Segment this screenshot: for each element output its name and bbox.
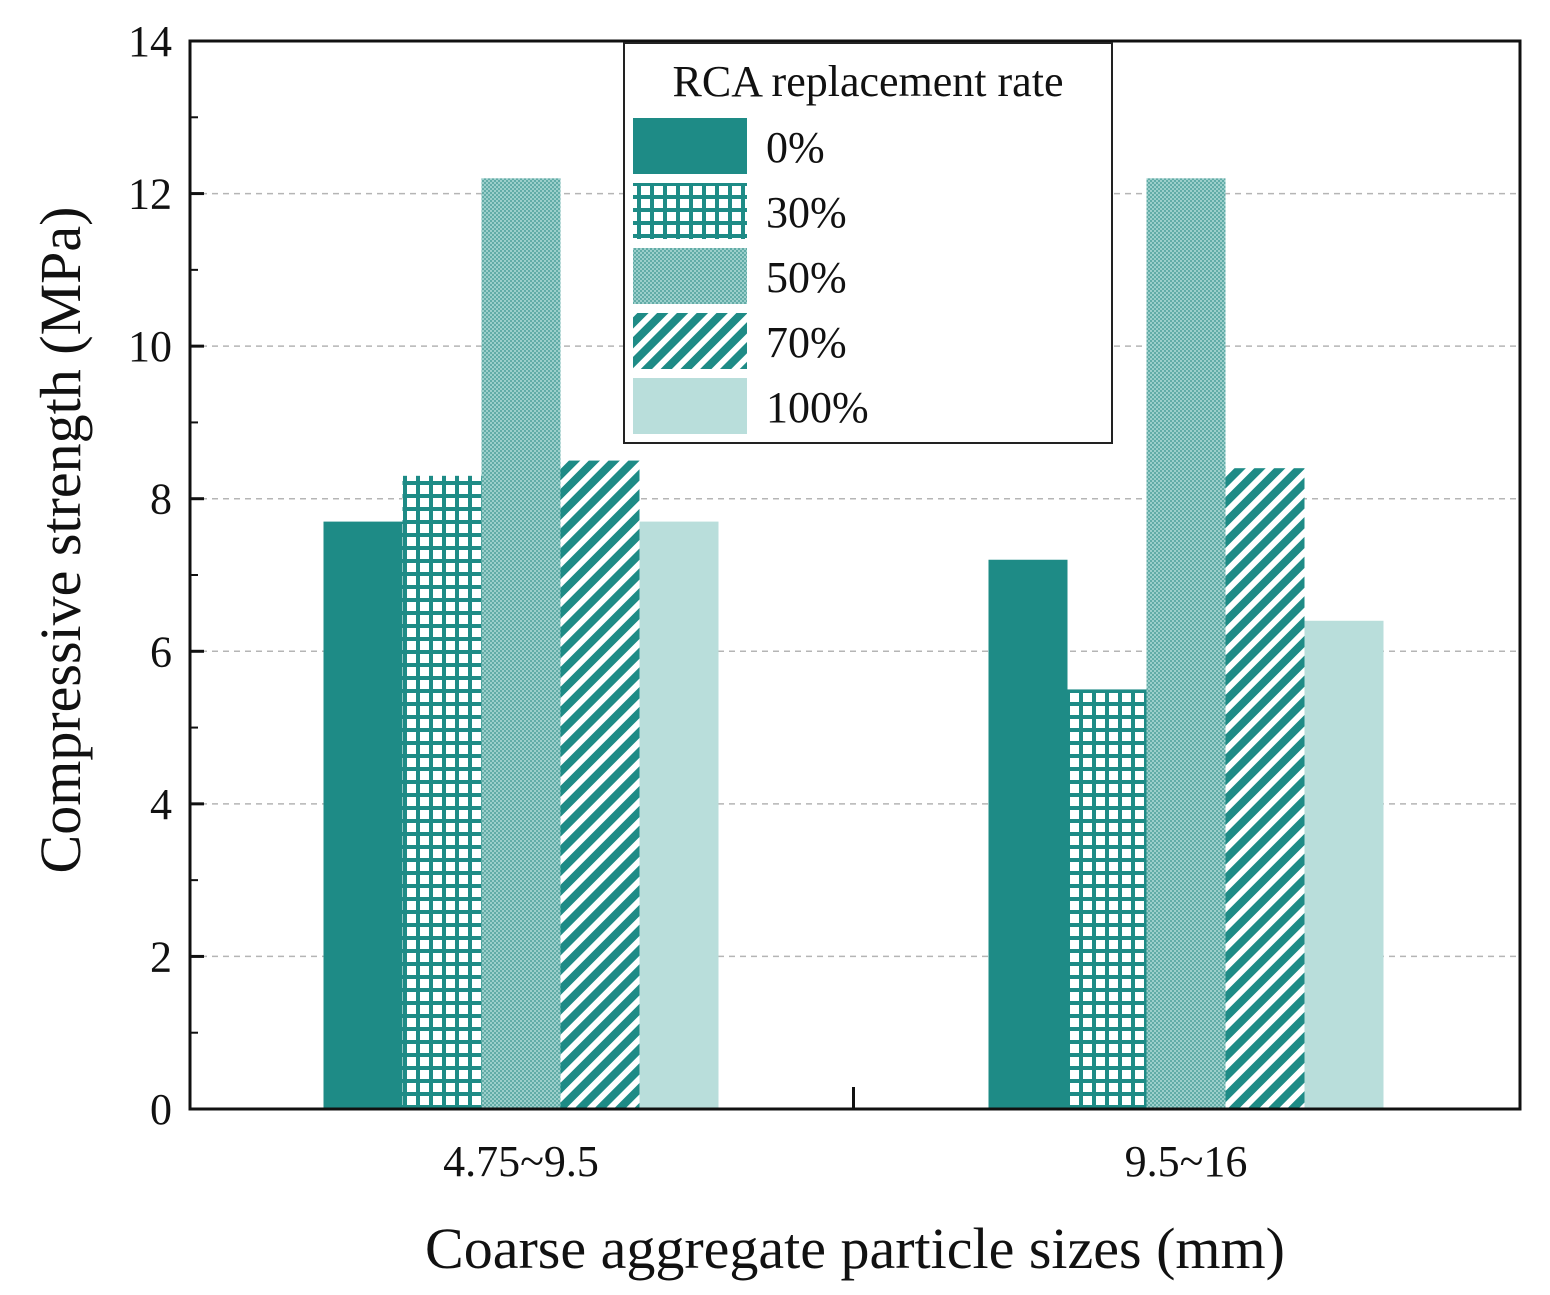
- bar-30pct-1: [1067, 689, 1147, 1109]
- legend-swatch-50pct: [633, 248, 747, 304]
- legend-label-70pct: 70%: [766, 318, 847, 367]
- bar-30pct-0: [402, 475, 482, 1109]
- legend-label-100pct: 100%: [766, 383, 869, 432]
- bar-0pct-0: [323, 521, 403, 1109]
- legend: RCA replacement rate 0% 30% 50% 70% 100%: [623, 42, 1113, 444]
- legend-label-50pct: 50%: [766, 253, 847, 302]
- y-axis: 0 2 4 6 8 10 12 14: [128, 17, 204, 1134]
- legend-swatch-100pct: [633, 378, 747, 434]
- y-tick-label-12: 12: [128, 170, 172, 219]
- bar-100pct-0: [639, 521, 719, 1109]
- x-axis: 4.75~9.5 9.5~16: [443, 1087, 1247, 1186]
- bar-50pct-1: [1146, 178, 1226, 1110]
- x-tick-label-1: 9.5~16: [1125, 1137, 1248, 1186]
- bar-100pct-1: [1304, 620, 1384, 1109]
- x-axis-title: Coarse aggregate particle sizes (mm): [425, 1216, 1285, 1281]
- y-tick-label-6: 6: [150, 627, 172, 676]
- y-tick-label-4: 4: [150, 780, 172, 829]
- y-axis-title: Compressive strength (MPa): [28, 207, 93, 874]
- y-tick-label-10: 10: [128, 322, 172, 371]
- bar-0pct-1: [988, 559, 1068, 1109]
- legend-swatch-30pct: [633, 183, 747, 239]
- legend-label-0pct: 0%: [766, 123, 825, 172]
- y-tick-label-8: 8: [150, 475, 172, 524]
- bar-50pct-0: [481, 178, 561, 1110]
- legend-title: RCA replacement rate: [673, 57, 1064, 106]
- y-tick-label-0: 0: [150, 1085, 172, 1134]
- legend-swatch-70pct: [633, 313, 747, 369]
- x-tick-label-0: 4.75~9.5: [443, 1137, 599, 1186]
- legend-swatch-0pct: [633, 118, 747, 174]
- y-tick-label-14: 14: [128, 17, 172, 66]
- legend-label-30pct: 30%: [766, 188, 847, 237]
- bar-70pct-1: [1225, 468, 1305, 1109]
- bar-70pct-0: [560, 460, 640, 1110]
- bars: [323, 178, 1384, 1110]
- legend-box: [623, 42, 1113, 444]
- y-tick-label-2: 2: [150, 932, 172, 981]
